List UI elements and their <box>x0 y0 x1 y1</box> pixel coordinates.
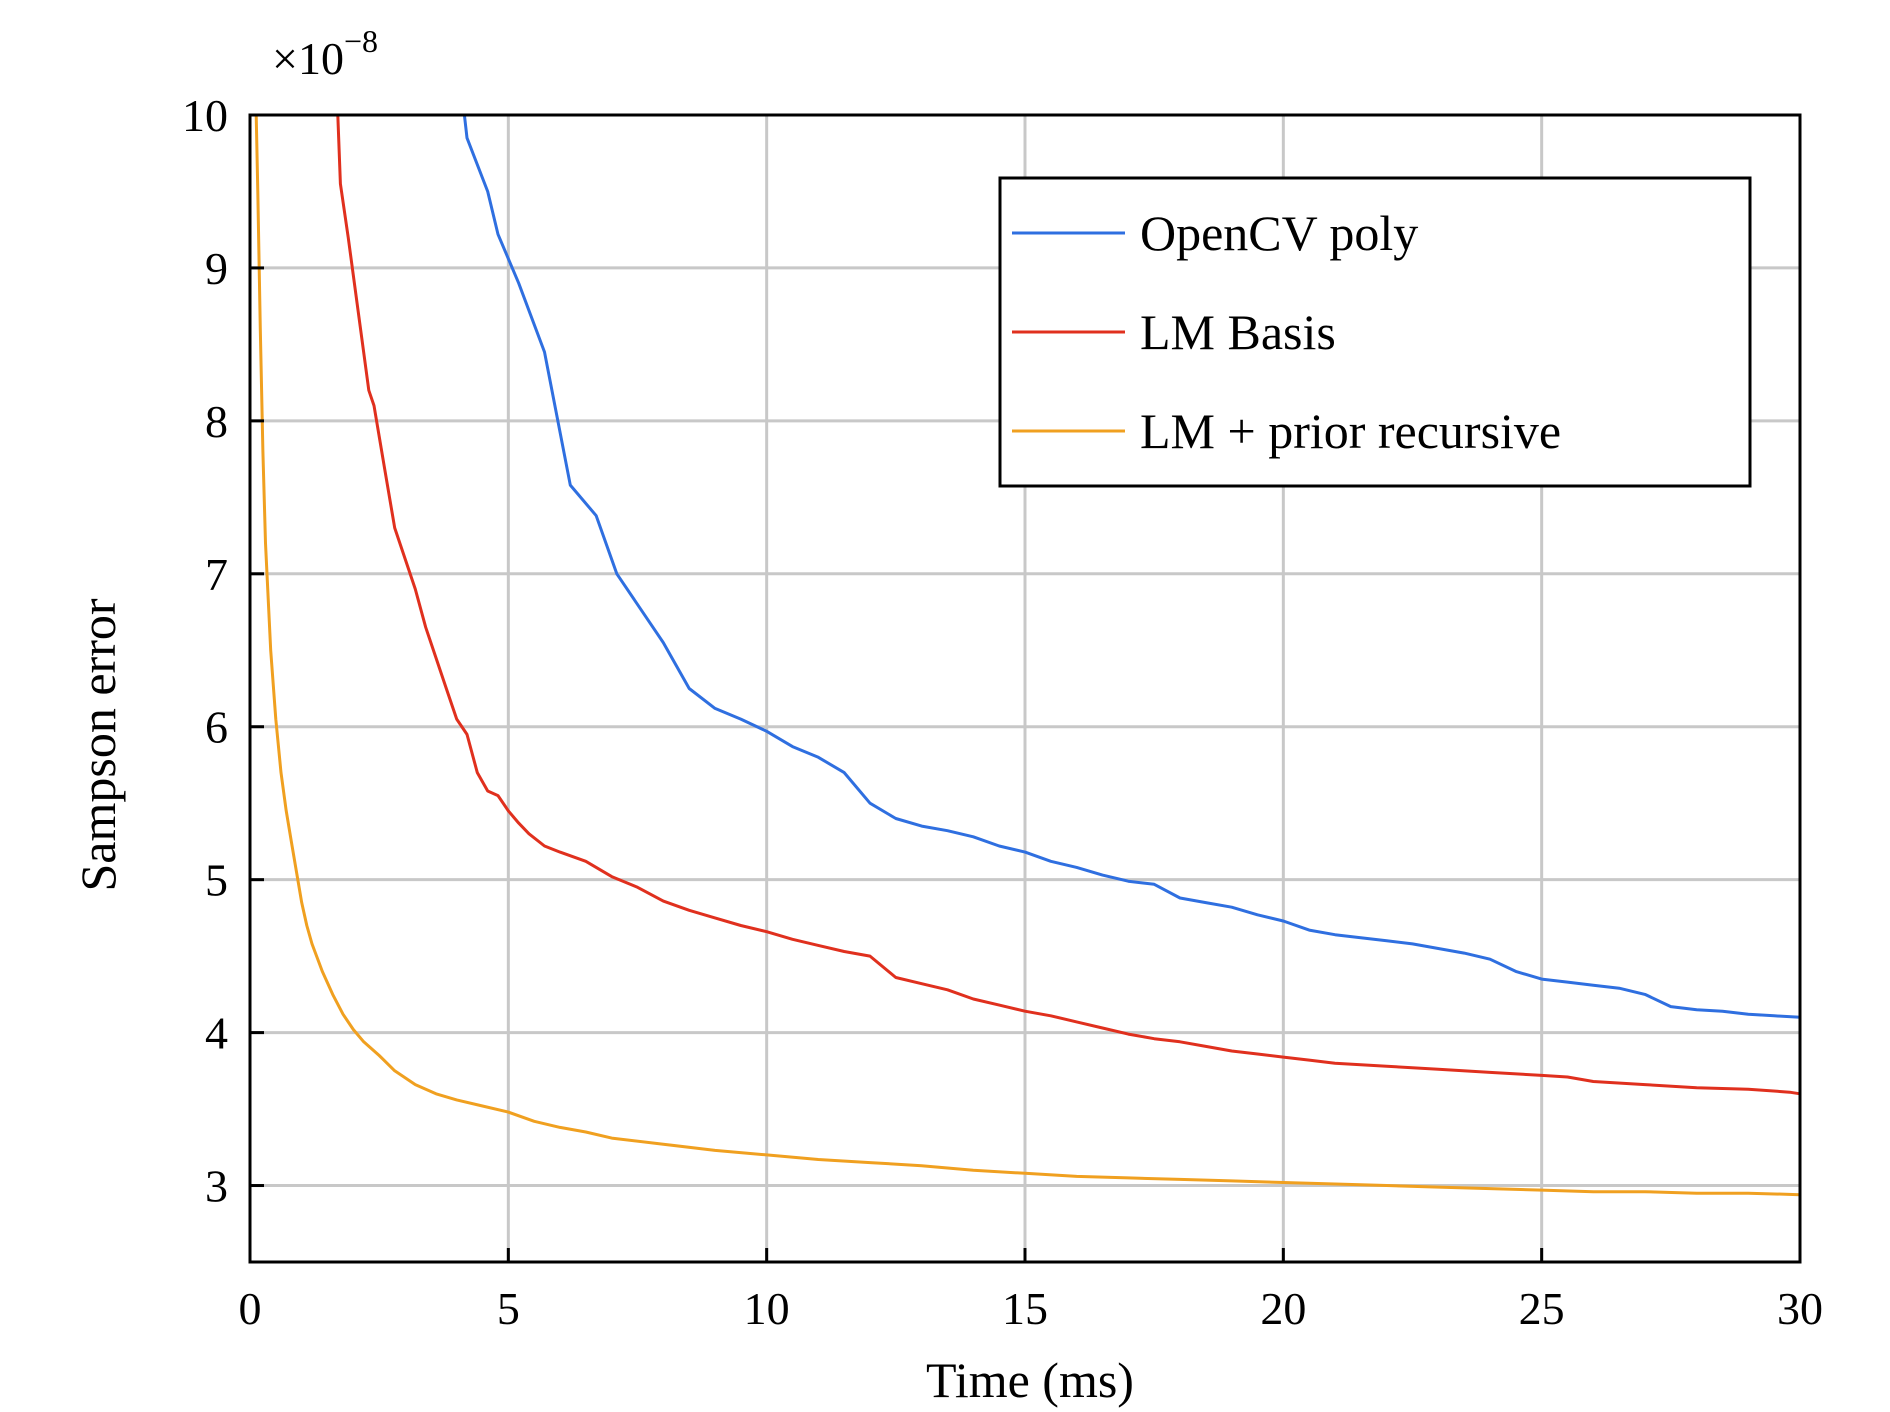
series-line-lm-prior-recursive <box>254 113 1802 1197</box>
series-line-lm-basis <box>336 113 1802 1096</box>
y-axis-multiplier: ×10−8 <box>272 23 378 84</box>
legend: OpenCV poly LM Basis LM + prior recursiv… <box>998 176 1752 488</box>
x-tick-label-4: 20 <box>1260 1283 1306 1334</box>
y-tick-label-3: 6 <box>205 702 228 753</box>
y-tick-label-1: 4 <box>205 1008 228 1059</box>
x-tick-label-3: 15 <box>1002 1283 1048 1334</box>
y-tick-label-4: 7 <box>205 549 228 600</box>
legend-label-lm-basis: LM Basis <box>1140 304 1336 360</box>
y-tick-label-2: 5 <box>205 855 228 906</box>
data-series <box>254 113 1802 1197</box>
series-line-opencv-poly <box>462 113 1802 1019</box>
y-tick-label-5: 8 <box>205 396 228 447</box>
y-tick-label-6: 9 <box>205 243 228 294</box>
y-multiplier-exponent: −8 <box>344 23 378 59</box>
x-tick-label-1: 5 <box>497 1283 520 1334</box>
tick-labels: 0 5 10 15 20 25 30 3 4 5 6 7 8 9 10 <box>182 90 1823 1334</box>
legend-label-lm-prior-recursive: LM + prior recursive <box>1140 403 1561 459</box>
x-tick-label-0: 0 <box>239 1283 262 1334</box>
y-tick-label-0: 3 <box>205 1161 228 1212</box>
x-tick-label-2: 10 <box>744 1283 790 1334</box>
axis-ticks <box>248 113 1802 1262</box>
legend-label-opencv-poly: OpenCV poly <box>1140 205 1418 261</box>
x-tick-label-5: 25 <box>1519 1283 1565 1334</box>
y-multiplier-base: ×10 <box>272 33 344 84</box>
x-axis-label: Time (ms) <box>926 1352 1134 1408</box>
x-tick-label-6: 30 <box>1777 1283 1823 1334</box>
y-axis-label: Sampson error <box>70 598 126 891</box>
y-tick-label-7: 10 <box>182 90 228 141</box>
